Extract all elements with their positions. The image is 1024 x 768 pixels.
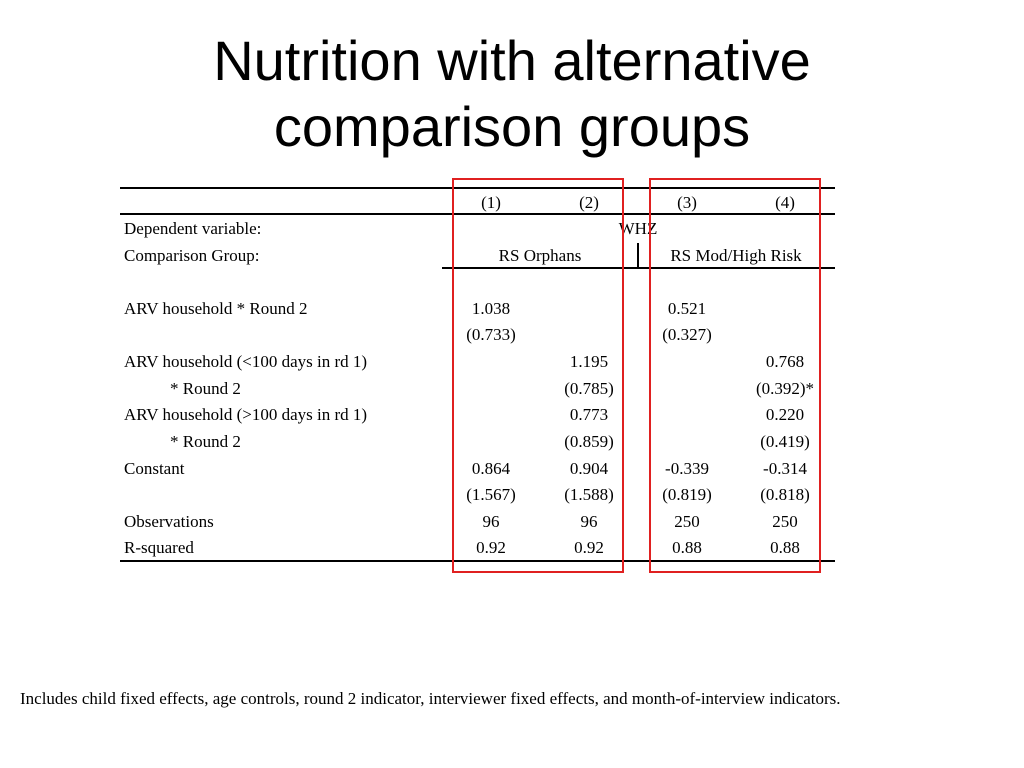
coef-constant-col3: -0.339	[665, 459, 709, 478]
row-label-constant: Constant	[124, 459, 185, 478]
rsquared-col1: 0.92	[476, 538, 506, 557]
coef-arv-gt100-col4: 0.220	[765, 405, 805, 424]
col-header-2: (2)	[579, 193, 599, 212]
row-label-observations: Observations	[124, 512, 214, 531]
observations-col3: 250	[674, 512, 700, 531]
se-arv-round2-col3: (0.327)	[662, 325, 712, 344]
col-header-1: (1)	[481, 193, 501, 212]
highlight-box-rs-orphans	[452, 178, 624, 573]
coef-arv-lt100-col2: 1.195	[569, 352, 609, 371]
rsquared-col4: 0.88	[770, 538, 800, 557]
se-constant-col1: (1.567)	[466, 485, 516, 504]
se-arv-gt100-col2: (0.859)	[564, 432, 614, 451]
se-arv-lt100-col4: (0.392)*	[755, 379, 815, 398]
se-arv-lt100-col2: (0.785)	[564, 379, 614, 398]
observations-col4: 250	[772, 512, 798, 531]
comparison-group-divider	[637, 243, 639, 267]
se-arv-round2-col1: (0.733)	[466, 325, 516, 344]
row-sublabel-arv-gt100: * Round 2	[170, 432, 241, 451]
coef-constant-col4: -0.314	[763, 459, 807, 478]
highlight-box-rs-mod-high-risk	[649, 178, 821, 573]
col-header-4: (4)	[775, 193, 795, 212]
coef-arv-gt100-col2: 0.773	[569, 405, 609, 424]
coef-constant-col2: 0.904	[569, 459, 609, 478]
se-constant-col3: (0.819)	[662, 485, 712, 504]
row-label-arv-round2: ARV household * Round 2	[124, 299, 308, 318]
rsquared-col3: 0.88	[672, 538, 702, 557]
coef-arv-lt100-col4: 0.768	[765, 352, 805, 371]
slide-title-line-2: comparison groups	[273, 95, 751, 158]
observations-col2: 96	[580, 512, 598, 531]
row-label-arv-gt100: ARV household (>100 days in rd 1)	[124, 405, 368, 424]
dependent-variable-value: WHZ	[618, 219, 658, 238]
se-constant-col2: (1.588)	[564, 485, 614, 504]
se-constant-col4: (0.818)	[760, 485, 810, 504]
comparison-group-rs-mod-high-risk: RS Mod/High Risk	[670, 246, 802, 265]
slide-title: Nutrition with alternative comparison gr…	[0, 28, 1024, 160]
row-sublabel-arv-lt100: * Round 2	[170, 379, 241, 398]
comparison-group-rs-orphans: RS Orphans	[498, 246, 582, 265]
table-header-rule	[120, 213, 835, 215]
col-header-3: (3)	[677, 193, 697, 212]
rsquared-col2: 0.92	[574, 538, 604, 557]
dependent-variable-label: Dependent variable:	[124, 219, 262, 238]
coef-arv-round2-col3: 0.521	[667, 299, 707, 318]
row-label-arv-lt100: ARV household (<100 days in rd 1)	[124, 352, 368, 371]
comparison-group-label: Comparison Group:	[124, 246, 260, 265]
comparison-group-rule	[442, 267, 835, 269]
coef-constant-col1: 0.864	[471, 459, 511, 478]
table-top-rule	[120, 187, 835, 189]
se-arv-gt100-col4: (0.419)	[760, 432, 810, 451]
row-label-rsquared: R-squared	[124, 538, 194, 557]
table-bottom-rule	[120, 560, 835, 562]
footnote: Includes child fixed effects, age contro…	[20, 689, 841, 708]
slide-title-line-1: Nutrition with alternative	[213, 29, 811, 92]
observations-col1: 96	[482, 512, 500, 531]
coef-arv-round2-col1: 1.038	[471, 299, 511, 318]
